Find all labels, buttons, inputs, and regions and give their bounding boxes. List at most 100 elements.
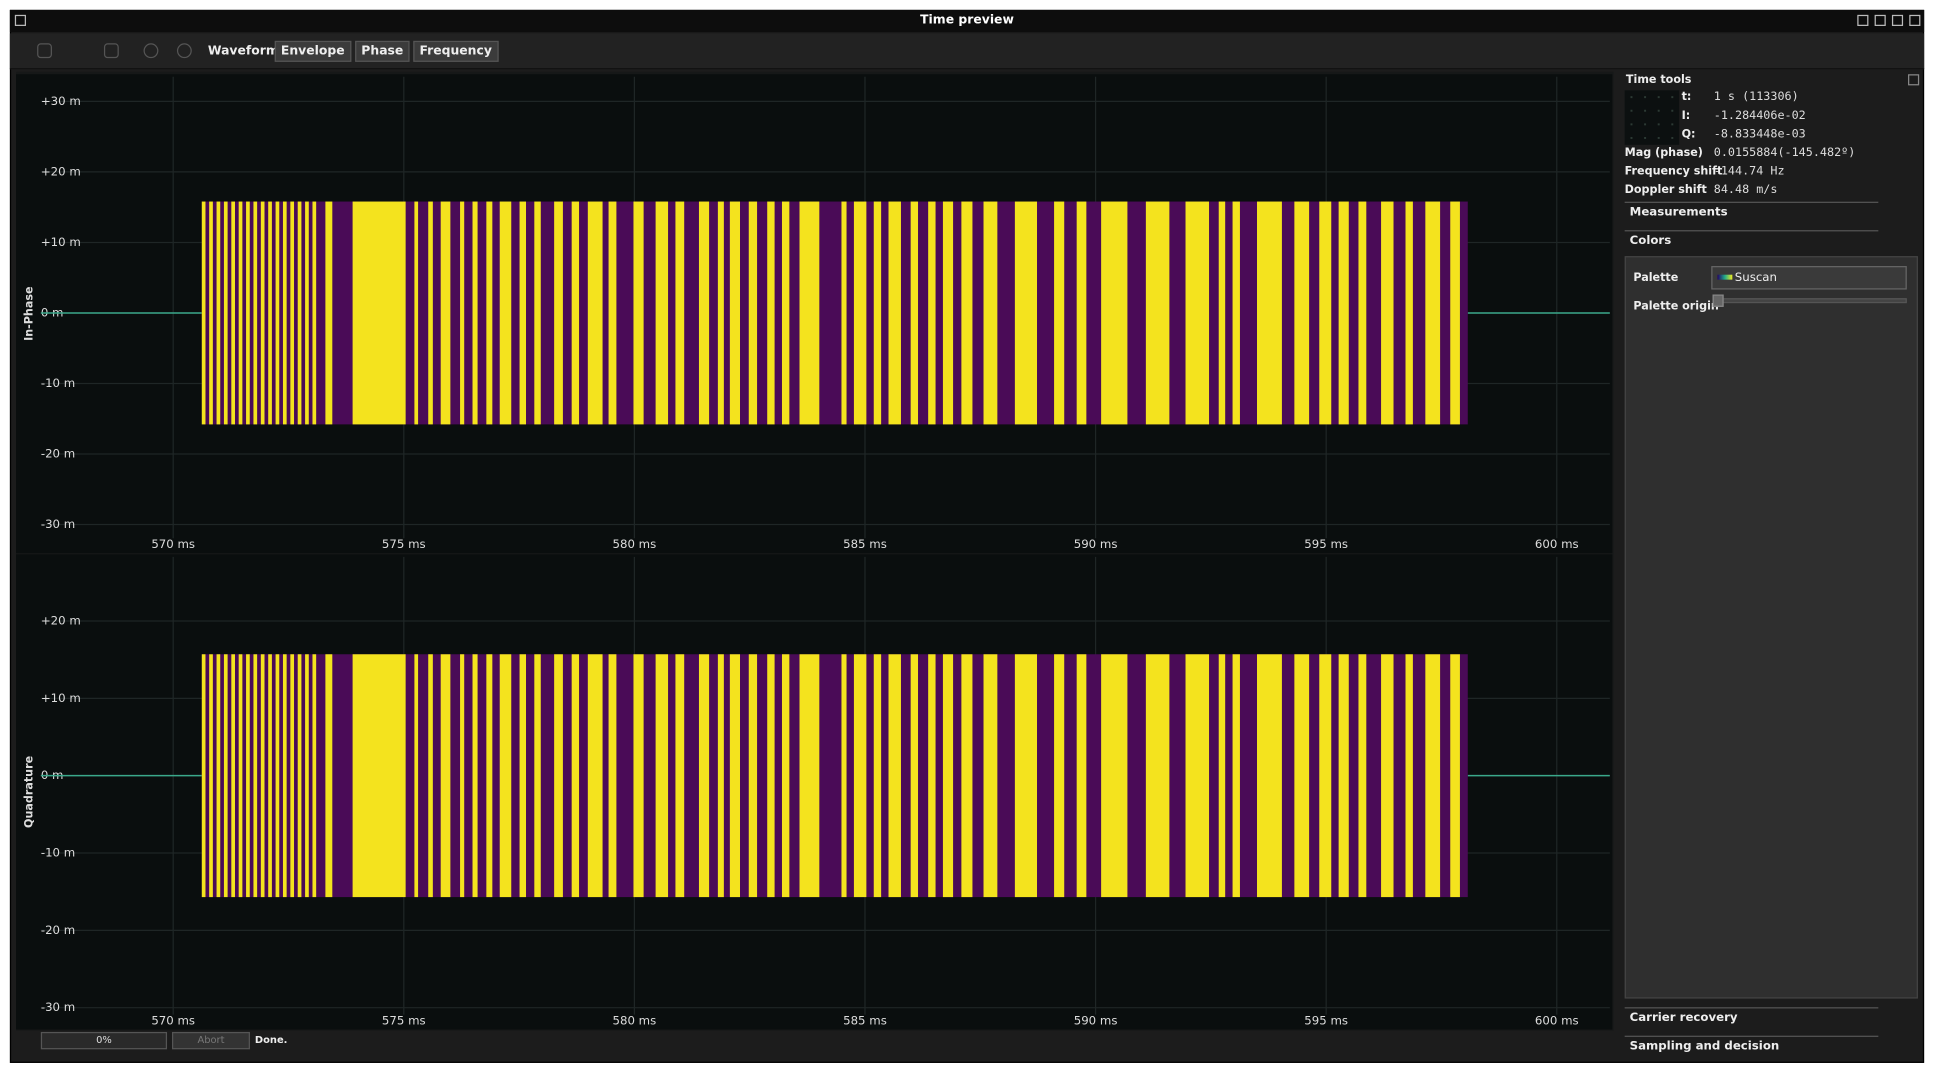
burst-segment — [325, 654, 333, 898]
origin-slider[interactable] — [1712, 298, 1907, 304]
burst-segment — [216, 201, 221, 425]
burst-segment — [1076, 654, 1087, 898]
readout-value: 84.48 m/s — [1713, 183, 1778, 197]
tool-icon[interactable] — [103, 43, 119, 59]
burst-segment — [519, 201, 527, 425]
toolbar-label: Waveform — [207, 44, 279, 59]
toolbar-button[interactable]: Phase — [355, 40, 410, 62]
slider-handle[interactable] — [1712, 294, 1724, 307]
burst-segment — [1218, 201, 1226, 425]
burst-segment — [873, 201, 882, 425]
burst-segment — [499, 201, 512, 425]
burst-segment — [1054, 654, 1065, 898]
y-tick-label: +10 m — [41, 235, 81, 249]
burst-segment — [853, 654, 867, 898]
burst-segment — [1185, 654, 1210, 898]
y-tick-label: -10 m — [41, 376, 75, 390]
float-button[interactable] — [1908, 74, 1920, 86]
burst-segment — [231, 201, 235, 425]
x-tick-label: 585 ms — [843, 1013, 887, 1027]
readout-label: Doppler shift — [1624, 184, 1707, 197]
close-button[interactable] — [1909, 14, 1921, 26]
burst-segment — [633, 654, 644, 898]
palette-value: Suscan — [1734, 270, 1777, 285]
burst-segment — [238, 654, 243, 898]
y-tick-label: -30 m — [41, 1000, 75, 1014]
toolbar-button[interactable]: Frequency — [413, 40, 499, 62]
burst-segment — [1381, 201, 1394, 425]
burst-segment — [942, 654, 954, 898]
burst-segment — [698, 201, 710, 425]
readout-value: 0.0155884(-145.482º) — [1713, 146, 1856, 160]
zoom-in-icon[interactable] — [143, 43, 159, 59]
burst-segment — [216, 654, 221, 898]
x-tick-label: 575 ms — [382, 537, 426, 551]
x-tick-label: 595 ms — [1304, 1013, 1348, 1027]
x-tick-label: 585 ms — [843, 537, 887, 551]
x-tick-label: 570 ms — [151, 537, 195, 551]
burst-segment — [290, 201, 295, 425]
burst-segment — [1076, 201, 1087, 425]
x-tick-label: 600 ms — [1535, 1013, 1579, 1027]
readout-value: 1 s (113306) — [1713, 90, 1799, 104]
x-tick-label: 600 ms — [1535, 537, 1579, 551]
abort-button[interactable]: Abort — [171, 1031, 250, 1050]
readout-label: Mag (phase) — [1624, 147, 1703, 160]
y-tick-label: -10 m — [41, 846, 75, 860]
x-tick-label: 580 ms — [613, 537, 657, 551]
window-title: Time preview — [920, 13, 1014, 28]
section-header[interactable]: Sampling and decision — [1624, 1035, 1879, 1063]
burst-segment — [1338, 201, 1349, 425]
burst-segment — [1294, 654, 1310, 898]
burst-segment — [888, 654, 901, 898]
burst-segment — [571, 654, 580, 898]
burst-segment — [698, 654, 710, 898]
palette-origin-label: Palette origin — [1633, 300, 1719, 314]
section-header[interactable]: Measurements — [1624, 201, 1879, 229]
burst-segment — [268, 201, 272, 425]
section-header[interactable]: Colors — [1624, 230, 1879, 257]
zoom-out-icon[interactable] — [176, 43, 192, 59]
burst-segment — [1232, 654, 1240, 898]
burst-segment — [1405, 654, 1413, 898]
burst-segment — [231, 654, 235, 898]
shade-button[interactable] — [1857, 14, 1869, 26]
burst-segment — [729, 201, 741, 425]
maximize-button[interactable] — [1891, 14, 1904, 26]
burst-segment — [238, 201, 243, 425]
tool-icon[interactable] — [37, 43, 52, 59]
burst-segment — [841, 201, 847, 425]
burst-segment — [209, 654, 213, 898]
burst-segment — [655, 654, 669, 898]
burst-segment — [961, 654, 973, 898]
burst-segment — [767, 654, 775, 898]
readout-label: Frequency shift — [1624, 165, 1723, 179]
panel-title: Time tools — [1625, 74, 1692, 87]
burst-segment — [1232, 201, 1240, 425]
y-tick-label: +20 m — [41, 164, 81, 178]
toolbar-button[interactable]: Envelope — [274, 40, 351, 62]
burst-segment — [1014, 201, 1038, 425]
constellation-view — [1624, 90, 1680, 145]
palette-combo[interactable]: Suscan — [1711, 266, 1907, 290]
minimize-button[interactable] — [1874, 14, 1886, 26]
burst-segment — [655, 201, 669, 425]
burst-segment — [675, 201, 685, 425]
burst-segment — [253, 201, 258, 425]
section-header[interactable]: Carrier recovery — [1624, 1007, 1879, 1034]
readout-value: -144.74 Hz — [1713, 164, 1785, 179]
palette-swatch — [1717, 274, 1733, 280]
colors-panel — [1624, 256, 1918, 999]
readout-value: -1.284406e-02 — [1713, 108, 1806, 123]
burst-segment — [440, 654, 451, 898]
y-tick-label: +20 m — [41, 614, 81, 628]
burst-segment — [1257, 654, 1282, 898]
readout-label: I: — [1681, 110, 1691, 123]
y-tick-label: -20 m — [41, 923, 75, 937]
window-menu-icon[interactable] — [14, 14, 26, 26]
x-tick-label: 575 ms — [382, 1013, 426, 1027]
burst-segment — [201, 654, 206, 898]
burst-segment — [519, 654, 527, 898]
